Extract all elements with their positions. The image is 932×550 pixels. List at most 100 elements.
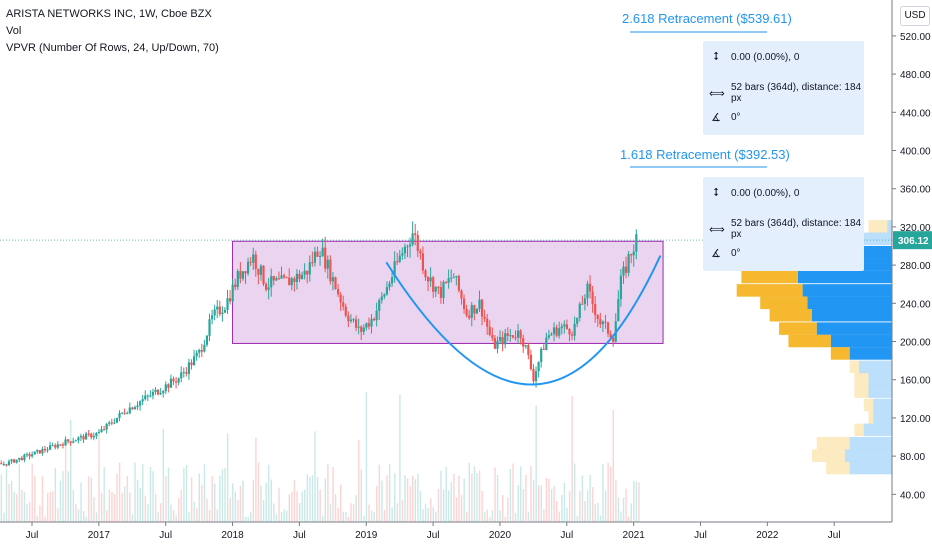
volume-bar: [13, 492, 15, 522]
volume-bar: [0, 474, 3, 522]
candle-body: [460, 290, 463, 299]
volume-bar: [409, 486, 411, 522]
measure-box-upper[interactable]: ⭥ 0.00 (0.00%), 0 ⟺ 52 bars (364d), distan…: [703, 41, 864, 135]
volume-bar: [622, 497, 625, 522]
candle-body: [393, 261, 396, 278]
candle-body: [558, 328, 561, 336]
volume-bar: [514, 513, 517, 522]
candle-body: [470, 305, 473, 318]
volume-bar: [388, 463, 391, 522]
candle-body: [306, 270, 309, 275]
volume-bar: [360, 469, 363, 522]
candle-body: [552, 327, 556, 334]
volume-bar: [532, 479, 535, 522]
measure-box-lower[interactable]: ⭥ 0.00 (0.00%), 0 ⟺ 52 bars (364d), distan…: [703, 177, 864, 271]
candle-body: [411, 233, 414, 245]
currency-button[interactable]: USD: [900, 6, 930, 26]
volume-bar: [355, 495, 357, 522]
candle-body: [347, 315, 350, 322]
candle-body: [31, 454, 34, 457]
volume-bar: [334, 494, 337, 522]
candle-body: [606, 322, 610, 334]
volume-bar: [597, 502, 599, 522]
volume-bar: [314, 431, 316, 522]
volume-bar: [98, 430, 100, 522]
volume-bar: [638, 482, 640, 522]
x-tick-label: Jul: [828, 530, 841, 541]
volume-bar: [607, 462, 609, 522]
candle-body: [534, 371, 538, 382]
candle-body: [444, 281, 448, 283]
volume-bar: [574, 463, 576, 522]
fib-1618-label[interactable]: 1.618 Retracement ($392.53): [620, 147, 790, 162]
candle-body: [457, 276, 461, 291]
volume-bar: [234, 491, 237, 522]
volume-bar: [116, 473, 118, 522]
candle-body: [596, 315, 599, 320]
volume-profile-up: [868, 385, 892, 398]
candle-body: [522, 338, 525, 347]
volume-bar: [268, 464, 270, 522]
volume-legend[interactable]: Vol: [6, 25, 22, 37]
candle-body: [223, 309, 227, 313]
candle-body: [570, 334, 574, 336]
volume-bar: [224, 468, 226, 522]
candle-body: [300, 274, 304, 280]
volume-bar: [93, 497, 95, 522]
candle-body: [110, 422, 113, 424]
candle-body: [488, 326, 491, 335]
volume-bar: [561, 494, 563, 522]
candle-body: [624, 266, 628, 273]
vpvr-legend[interactable]: VPVR (Number Of Rows, 24, Up/Down, 70): [6, 42, 219, 54]
candle-body: [504, 333, 507, 345]
volume-bar: [5, 468, 8, 522]
volume-bar: [599, 515, 602, 522]
volume-bar: [499, 510, 501, 522]
candle-body: [316, 251, 319, 257]
volume-profile-up: [844, 449, 892, 462]
symbol-legend[interactable]: ARISTA NETWORKS INC, 1W, Cboe BZX: [6, 8, 212, 20]
volume-bar: [298, 502, 301, 522]
candle-body: [113, 422, 116, 424]
volume-bar: [157, 512, 159, 522]
y-tick-label: 240.00: [900, 299, 931, 310]
candle-body: [318, 255, 322, 257]
volume-bar: [291, 491, 293, 522]
volume-bar: [64, 442, 67, 522]
candle-body: [180, 372, 183, 379]
candle-body: [61, 444, 65, 446]
fib-2618-label[interactable]: 2.618 Retracement ($539.61): [622, 11, 792, 26]
volume-bar: [100, 492, 103, 522]
volume-bar: [352, 503, 355, 522]
candle-body: [511, 335, 515, 338]
volume-profile-up: [863, 423, 892, 437]
candle-body: [151, 391, 155, 396]
volume-bar: [121, 492, 123, 522]
volume-bar: [373, 511, 375, 522]
candle-body: [221, 312, 224, 315]
candle-body: [437, 286, 440, 288]
candle-body: [259, 265, 263, 275]
candle-body: [540, 348, 543, 362]
candle-body: [555, 327, 558, 336]
volume-bar: [507, 497, 509, 522]
volume-bar: [399, 394, 401, 522]
volume-bar: [581, 475, 584, 522]
volume-bar: [95, 512, 98, 522]
volume-bar: [59, 480, 62, 522]
candle-body: [115, 417, 119, 423]
volume-bar: [358, 439, 360, 522]
candle-body: [13, 459, 16, 463]
volume-bar: [72, 490, 75, 522]
volume-bar: [496, 475, 499, 522]
candle-body: [33, 451, 36, 455]
volume-bar: [350, 503, 352, 522]
volume-bar: [82, 511, 85, 522]
candle-body: [192, 356, 196, 366]
volume-profile-down: [779, 322, 817, 335]
volume-bar: [3, 512, 5, 522]
volume-bar: [46, 492, 49, 522]
candle-body: [252, 254, 255, 263]
volume-bar: [188, 512, 190, 522]
